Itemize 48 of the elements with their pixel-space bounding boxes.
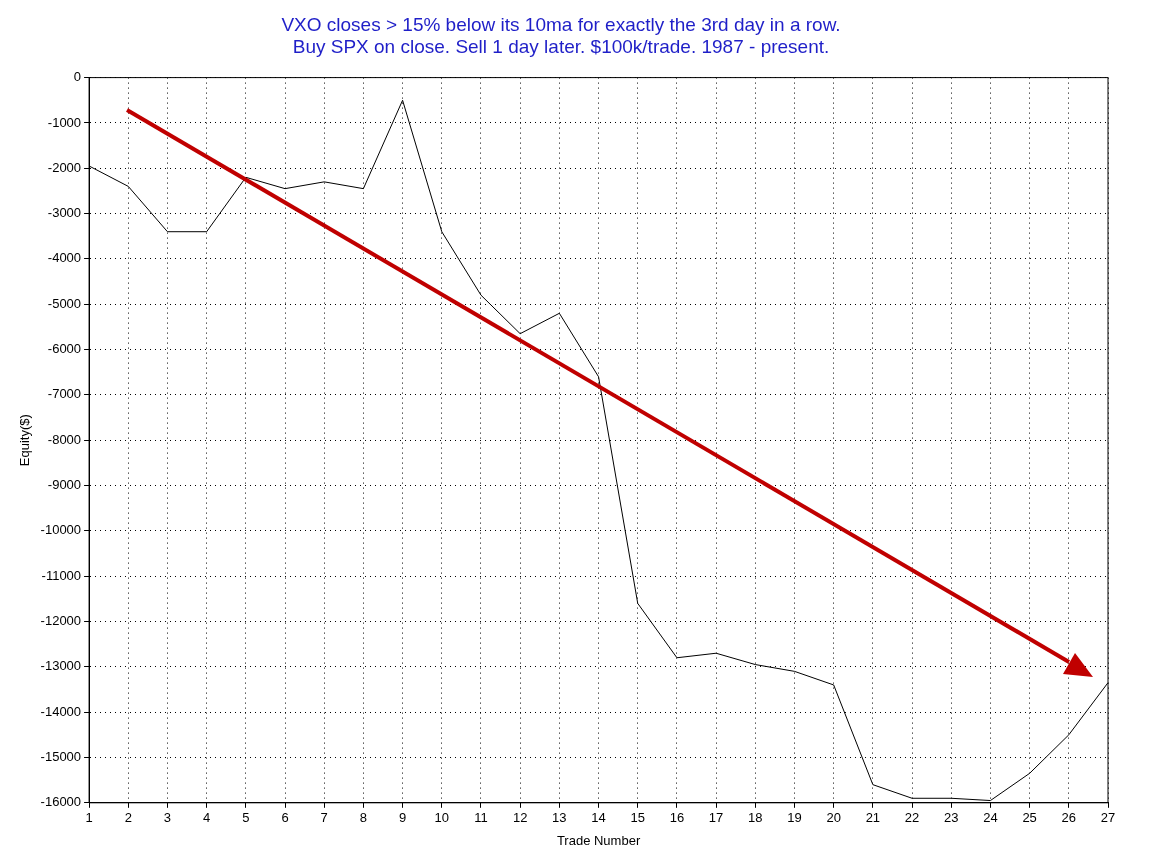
x-tick-label: 19 (787, 810, 802, 826)
x-tick-label: 9 (398, 810, 407, 826)
x-tick-label: 21 (865, 810, 881, 826)
x-tick-label: 4 (203, 810, 211, 826)
x-tick-label: 16 (669, 810, 685, 826)
x-tick-label: 5 (242, 810, 250, 826)
x-tick-label: 18 (748, 810, 763, 826)
x-tick-label: 8 (359, 810, 368, 826)
x-tick-label: 20 (826, 810, 841, 826)
y-tick-label: -13000 (40, 658, 82, 674)
y-axis-title: Equity($) (17, 414, 33, 467)
x-tick-label: 1 (85, 810, 93, 826)
y-tick-label: -4000 (47, 250, 82, 266)
x-tick-label: 14 (591, 810, 606, 826)
x-tick-label: 26 (1061, 810, 1077, 826)
x-tick-label: 27 (1100, 810, 1116, 826)
y-tick-label: -15000 (40, 749, 82, 765)
y-tick-label: -14000 (40, 703, 82, 719)
x-tick-label: 2 (124, 810, 132, 826)
y-tick-label: -2000 (47, 159, 82, 175)
x-tick-label: 23 (944, 810, 959, 826)
y-tick-label: -10000 (40, 522, 82, 538)
y-tick-label: -6000 (47, 341, 82, 357)
y-tick-label: -9000 (47, 477, 82, 493)
x-tick-label: 3 (163, 810, 172, 826)
x-tick-label: 13 (552, 810, 567, 826)
y-tick-label: -7000 (47, 386, 82, 402)
x-tick-label: 11 (474, 810, 488, 826)
y-tick-label: -5000 (47, 295, 82, 311)
x-axis-title: Trade Number (556, 832, 641, 848)
x-tick-label: 10 (434, 810, 450, 826)
x-tick-label: 15 (630, 810, 645, 826)
y-tick-label: -3000 (47, 205, 82, 221)
y-tick-label: -12000 (40, 613, 82, 629)
x-tick-label: 22 (904, 810, 920, 826)
x-tick-label: 7 (320, 810, 328, 826)
chart-title: VXO closes > 15% below its 10ma for exactly the 3rd day in a row. (281, 13, 841, 35)
y-tick-label: 0 (73, 69, 82, 85)
x-tick-label: 6 (281, 810, 289, 826)
chart-subtitle: Buy SPX on close. Sell 1 day later. $100k/trade. 1987 - present. (292, 36, 830, 58)
x-tick-label: 12 (512, 810, 528, 826)
x-tick-label: 17 (708, 810, 724, 826)
y-tick-label: -11000 (41, 567, 82, 583)
y-tick-label: -1000 (47, 114, 82, 130)
x-tick-label: 25 (1022, 810, 1037, 826)
y-tick-label: -8000 (47, 431, 82, 447)
x-tick-label: 24 (983, 810, 998, 826)
y-tick-label: -16000 (40, 794, 82, 810)
